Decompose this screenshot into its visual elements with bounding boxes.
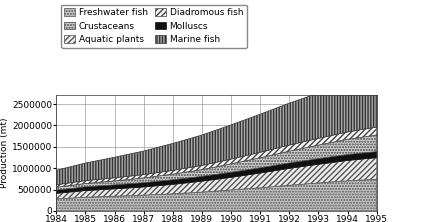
Legend: Freshwater fish, Crustaceans, Aquatic plants, Diadromous fish, Molluscs, Marine : Freshwater fish, Crustaceans, Aquatic pl…	[61, 4, 247, 48]
Y-axis label: Production (mt): Production (mt)	[0, 118, 9, 188]
